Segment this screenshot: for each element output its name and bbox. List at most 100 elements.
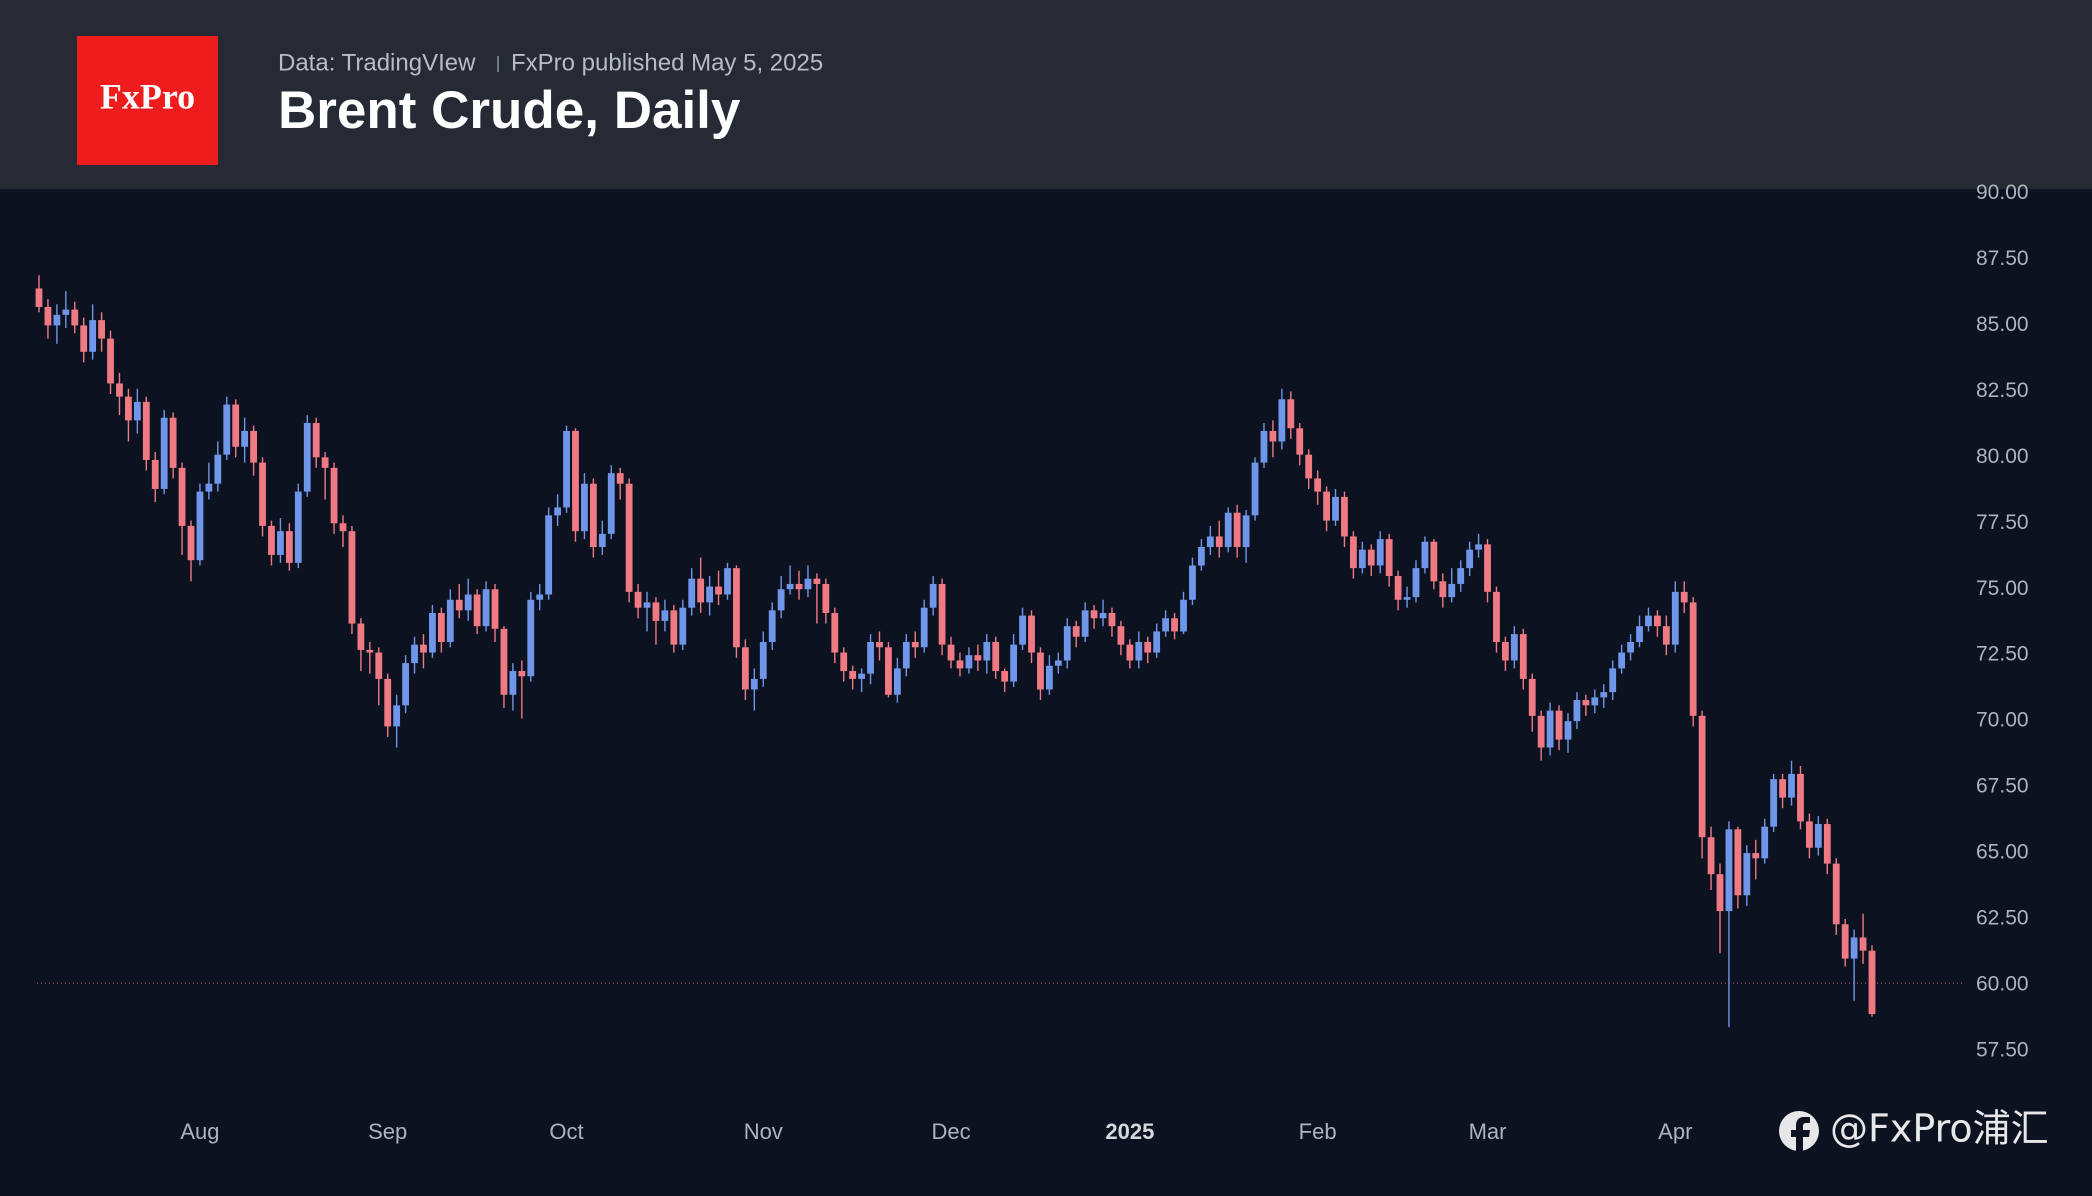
- candle-body: [1832, 863, 1840, 925]
- candle-body: [849, 671, 857, 679]
- candle-body: [160, 417, 168, 489]
- watermark-text: @FxPro浦汇: [1830, 1107, 2049, 1151]
- candle-body: [625, 483, 633, 592]
- candle-body: [1028, 615, 1035, 653]
- candle-body: [1707, 837, 1715, 875]
- candle-body: [1564, 721, 1572, 740]
- candle-body: [679, 607, 687, 645]
- candle-body: [920, 607, 928, 648]
- candle-body: [1323, 491, 1330, 521]
- candle-body: [375, 652, 383, 679]
- candle-body: [1358, 549, 1366, 569]
- candle-body: [250, 430, 257, 463]
- candle-body: [151, 459, 159, 489]
- header-bar: [0, 0, 2092, 189]
- candle-body: [724, 568, 731, 595]
- x-tick-label: Sep: [368, 1119, 407, 1144]
- y-tick-label: 62.50: [1976, 907, 2029, 930]
- candle-body: [1108, 612, 1116, 627]
- candle-body: [1698, 715, 1706, 838]
- candle-body: [1850, 937, 1858, 959]
- candle-body: [804, 578, 812, 590]
- candle-body: [1153, 631, 1161, 653]
- candle-body: [1376, 539, 1384, 566]
- candle-body: [303, 423, 311, 492]
- candle-body: [831, 612, 839, 653]
- candle-body: [1224, 512, 1232, 548]
- candle-body: [795, 583, 803, 590]
- candle-body: [142, 401, 150, 460]
- candle-body: [1725, 829, 1733, 912]
- candle-body: [133, 401, 141, 421]
- candle-body: [1627, 641, 1634, 653]
- candle-body: [992, 641, 1000, 672]
- candle-body: [241, 430, 249, 447]
- candle-body: [1493, 591, 1500, 642]
- candle-body: [500, 628, 508, 695]
- candle-body: [581, 483, 588, 532]
- candle-body: [983, 641, 991, 661]
- candle-body: [53, 314, 61, 326]
- candle-body: [956, 660, 964, 669]
- candle-body: [1582, 700, 1590, 706]
- y-tick-label: 60.00: [1976, 973, 2029, 996]
- candle-body: [1618, 652, 1626, 669]
- candle-body: [1600, 692, 1608, 698]
- candle-body: [634, 591, 642, 608]
- candle-body: [1278, 399, 1286, 442]
- candle-body: [214, 454, 222, 484]
- candle-body: [1555, 710, 1563, 740]
- candle-body: [965, 655, 973, 669]
- candle-body: [277, 531, 284, 555]
- candle-body: [1689, 602, 1697, 716]
- candle-body: [98, 320, 105, 339]
- candle-body: [509, 671, 517, 695]
- y-tick-label: 82.50: [1976, 379, 2029, 402]
- candle-body: [607, 473, 615, 534]
- candle-body: [715, 586, 722, 595]
- candle-body: [1054, 660, 1062, 666]
- candle-body: [393, 705, 401, 727]
- candle-body: [437, 612, 445, 642]
- candle-body: [1305, 454, 1313, 479]
- candle-body: [589, 483, 597, 548]
- candle-body: [491, 589, 499, 629]
- candle-body: [741, 647, 749, 690]
- candle-body: [44, 306, 52, 326]
- candle-body: [1403, 597, 1411, 600]
- candle-body: [294, 491, 302, 563]
- y-tick-label: 75.00: [1976, 577, 2029, 600]
- candle-body: [125, 396, 132, 421]
- y-tick-label: 80.00: [1976, 445, 2029, 468]
- x-tick-label: Mar: [1469, 1119, 1507, 1144]
- candle-body: [1189, 565, 1196, 600]
- candle-body: [1010, 644, 1018, 682]
- candle-body: [572, 430, 579, 532]
- candle-body: [330, 467, 338, 524]
- candle-body: [1081, 610, 1089, 637]
- candle-body: [1341, 496, 1348, 537]
- candle-body: [107, 338, 114, 384]
- candle-body: [1752, 853, 1760, 859]
- candle-body: [1367, 549, 1375, 566]
- candle-body: [1412, 568, 1420, 598]
- x-tick-label: 2025: [1105, 1119, 1154, 1144]
- candle-body: [1269, 430, 1277, 442]
- candle-body: [813, 578, 821, 584]
- candle-body: [348, 531, 356, 624]
- watermark-icon: [1779, 1111, 1819, 1153]
- published-text: FxPro published May 5, 2025: [511, 49, 823, 76]
- candle-body: [1090, 610, 1098, 619]
- y-tick-label: 67.50: [1976, 775, 2029, 798]
- y-tick-label: 85.00: [1976, 313, 2029, 336]
- candle-body: [1716, 874, 1724, 912]
- candle-body: [411, 644, 418, 664]
- candle-body: [1761, 826, 1769, 859]
- candle-body: [321, 457, 329, 468]
- candle-body: [1841, 924, 1849, 959]
- candle-body: [1645, 615, 1652, 627]
- candle-body: [1528, 678, 1536, 716]
- candle-body: [822, 583, 830, 613]
- candle-body: [384, 678, 392, 727]
- y-tick-label: 77.50: [1976, 511, 2029, 534]
